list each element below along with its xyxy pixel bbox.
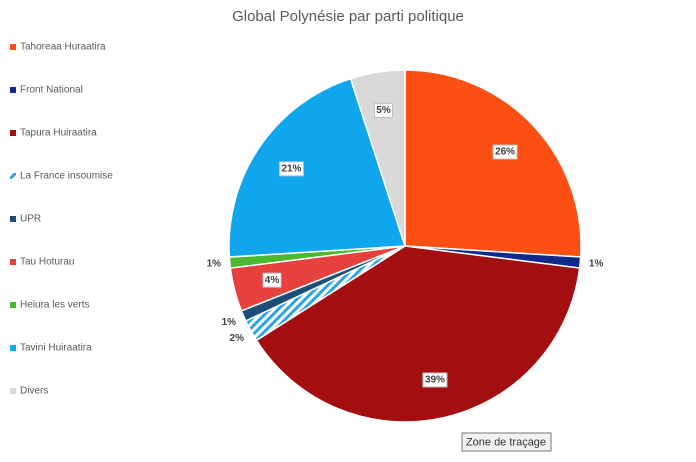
tooltip-box [461,432,552,452]
legend-label: Tahoreaa Huraatira [20,42,106,53]
tooltip: Zone de traçage [461,432,552,452]
data-label-box [492,144,518,160]
legend-label: La France insoumise [20,171,113,182]
legend-swatch [10,302,16,308]
pie-slice [255,245,581,423]
legend-swatch [10,130,16,136]
legend-label: UPR [20,214,41,225]
data-label-box [262,272,282,288]
data-label: 1% [207,259,222,270]
legend-swatch [10,259,16,265]
legend-label: Heiura les verts [20,300,89,311]
data-label-box [422,372,448,388]
data-label-box [278,161,304,177]
legend-label: Tavini Huiraatira [20,343,92,354]
data-label: 1% [589,259,604,270]
tooltip-text: Zone de traçage [466,436,546,448]
legend-swatch [10,216,16,222]
pie-slice [228,77,407,258]
legend-swatch [10,44,16,50]
legend-swatch [10,345,16,351]
data-label: 1% [222,317,237,328]
data-label-box [374,102,394,118]
data-label: 5% [376,105,391,116]
legend-label: Front National [20,85,83,96]
pie-slice [404,69,582,258]
data-label: 2% [230,333,245,344]
legend-label: Divers [20,386,48,397]
data-label: 26% [495,147,515,158]
legend-swatch [10,87,16,93]
legend-swatch [10,173,16,179]
legend-label: Tau Hoturau [20,257,74,268]
legend-swatch [10,388,16,394]
data-label: 39% [425,375,445,386]
chart-title: Global Polynésie par parti politique [232,8,464,25]
data-label: 21% [281,163,301,174]
legend-label: Tapura Huiraatira [20,128,97,139]
data-label: 4% [265,275,280,286]
